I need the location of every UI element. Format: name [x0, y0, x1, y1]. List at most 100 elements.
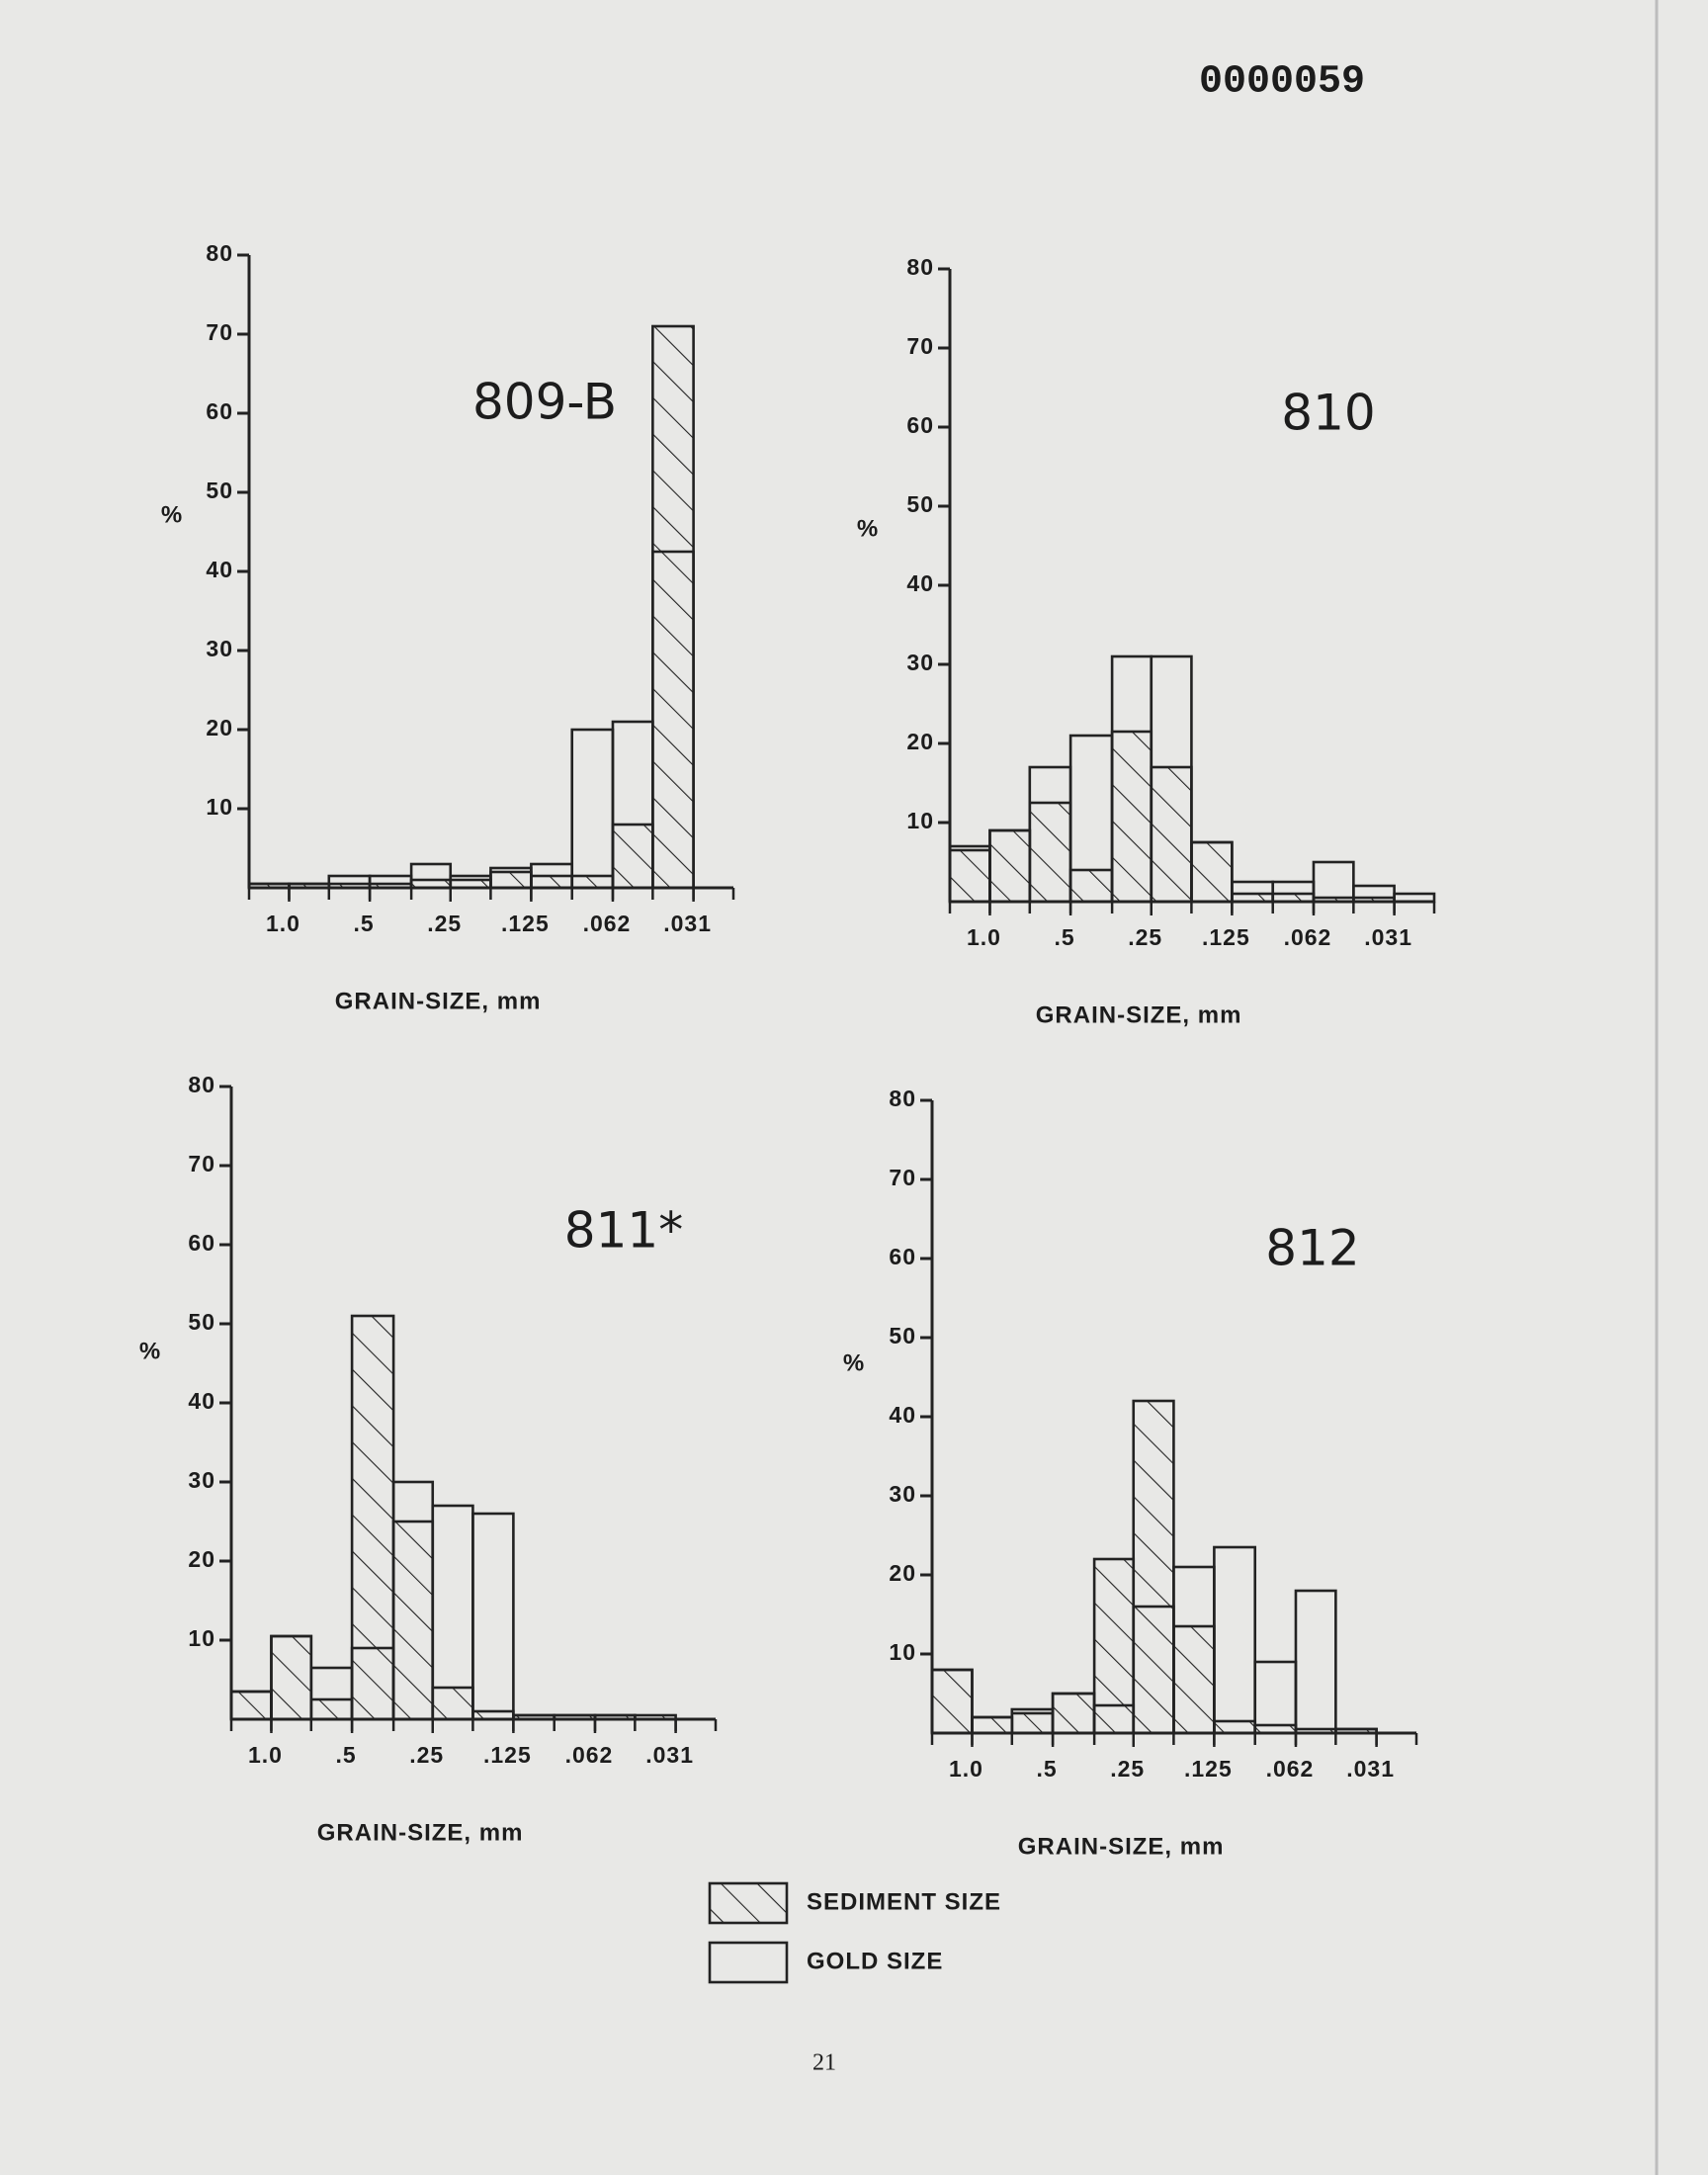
- sediment-bar: [530, 874, 574, 890]
- sediment-bar: [229, 1690, 273, 1721]
- panel-title: 810: [1281, 385, 1375, 442]
- histogram-panel: 10 20 30 40 50 60 70 80 1.0 .5 .25 .125 .062 .031 GRAI…: [843, 1086, 1418, 1860]
- x-tick-label: .031: [645, 1742, 694, 1768]
- legend-swatch: [708, 1941, 789, 1984]
- panel-title: 809-B: [472, 374, 617, 431]
- y-tick-label: 30: [206, 636, 233, 661]
- legend: SEDIMENT SIZE GOLD SIZE: [708, 1881, 1001, 1984]
- x-tick-label: .25: [427, 911, 462, 936]
- sediment-bar: [1132, 1399, 1175, 1735]
- y-tick-label: 10: [206, 794, 233, 820]
- y-axis-label: %: [161, 501, 183, 528]
- panel-title: 811*: [564, 1202, 683, 1260]
- sediment-bar: [971, 1715, 1014, 1735]
- x-tick-label: .125: [501, 911, 550, 936]
- y-tick-label: 70: [889, 1165, 916, 1190]
- sediment-bar: [1092, 1557, 1136, 1735]
- y-tick-label: 60: [188, 1230, 215, 1256]
- sediment-bar: [1051, 1692, 1096, 1735]
- y-tick-label: 20: [188, 1546, 215, 1572]
- sediment-bar: [309, 1697, 354, 1721]
- x-tick-label: 1.0: [949, 1756, 983, 1782]
- x-tick-label: .062: [565, 1742, 614, 1768]
- sediment-bar: [930, 1668, 974, 1735]
- x-tick-label: .5: [336, 1742, 357, 1768]
- x-tick-label: 1.0: [248, 1742, 283, 1768]
- page-number: 21: [812, 2050, 836, 2076]
- sediment-bar: [350, 1314, 395, 1721]
- histogram-panel: 10 20 30 40 50 60 70 80 1.0 .5 .25 .125 .062 .031 GRAI…: [857, 254, 1436, 1028]
- legend-label: SEDIMENT SIZE: [807, 1888, 1001, 1915]
- x-tick-label: .031: [1346, 1756, 1395, 1782]
- sediment-bar: [1068, 868, 1114, 904]
- y-tick-label: 10: [188, 1625, 215, 1651]
- y-tick-label: 50: [188, 1309, 215, 1335]
- legend-swatch: [708, 1881, 789, 1925]
- y-tick-label: 10: [906, 808, 934, 833]
- x-tick-label: .5: [354, 911, 375, 936]
- sediment-bar: [431, 1686, 474, 1721]
- y-tick-label: 70: [188, 1151, 215, 1176]
- histogram-panel: 10 20 30 40 50 60 70 80 1.0 .5 .25 .125 .062 .031 GRAI…: [161, 240, 735, 1014]
- sediment-bar: [1150, 765, 1193, 904]
- x-tick-label: .062: [583, 911, 632, 936]
- y-tick-label: 30: [906, 650, 934, 675]
- y-tick-label: 60: [889, 1244, 916, 1269]
- y-tick-label: 40: [906, 570, 934, 596]
- x-tick-label: .125: [483, 1742, 532, 1768]
- sediment-bar: [270, 1634, 313, 1721]
- y-tick-label: 80: [206, 240, 233, 266]
- y-tick-label: 70: [206, 319, 233, 345]
- y-tick-label: 20: [889, 1560, 916, 1586]
- y-tick-label: 30: [889, 1481, 916, 1507]
- y-axis-label: %: [857, 515, 879, 542]
- x-tick-label: .25: [409, 1742, 444, 1768]
- x-tick-label: .062: [1284, 924, 1332, 950]
- sediment-bar: [1190, 840, 1234, 904]
- y-tick-label: 10: [889, 1639, 916, 1665]
- sediment-bar: [988, 828, 1032, 904]
- y-tick-label: 20: [206, 715, 233, 740]
- y-tick-label: 80: [188, 1072, 215, 1097]
- y-tick-label: 70: [906, 333, 934, 359]
- panel-title: 812: [1265, 1220, 1359, 1277]
- sediment-bar: [1010, 1711, 1055, 1735]
- y-tick-label: 50: [889, 1323, 916, 1348]
- x-tick-label: .125: [1202, 924, 1250, 950]
- x-tick-label: .5: [1037, 1756, 1058, 1782]
- histogram-panel: 10 20 30 40 50 60 70 80 1.0 .5 .25 .125 .062 .031 GRAI…: [139, 1072, 718, 1846]
- sediment-bar: [948, 848, 991, 904]
- sediment-bar: [611, 823, 654, 890]
- x-tick-label: 1.0: [266, 911, 300, 936]
- sediment-bar: [489, 870, 533, 890]
- y-tick-label: 80: [906, 254, 934, 280]
- sediment-bar: [1172, 1624, 1216, 1735]
- y-tick-label: 50: [206, 478, 233, 503]
- x-axis-label: GRAIN-SIZE, mm: [335, 988, 542, 1014]
- y-tick-label: 60: [906, 412, 934, 438]
- y-tick-label: 40: [206, 557, 233, 582]
- x-tick-label: .125: [1184, 1756, 1233, 1782]
- sediment-bar: [570, 874, 615, 890]
- sediment-bar: [651, 324, 695, 890]
- x-tick-label: .062: [1266, 1756, 1315, 1782]
- legend-label: GOLD SIZE: [807, 1948, 943, 1974]
- x-tick-label: .5: [1055, 924, 1075, 950]
- x-tick-label: .25: [1110, 1756, 1145, 1782]
- document-number: 0000059: [1199, 60, 1365, 105]
- y-tick-label: 60: [206, 398, 233, 424]
- y-tick-label: 40: [889, 1402, 916, 1428]
- x-tick-label: .25: [1128, 924, 1162, 950]
- y-tick-label: 80: [889, 1086, 916, 1111]
- y-tick-label: 50: [906, 491, 934, 517]
- x-tick-label: 1.0: [967, 924, 1001, 950]
- x-tick-label: .031: [663, 911, 712, 936]
- sediment-bar: [1110, 730, 1153, 904]
- sediment-bar: [391, 1520, 435, 1721]
- y-axis-label: %: [843, 1349, 865, 1376]
- x-axis-label: GRAIN-SIZE, mm: [1036, 1001, 1242, 1028]
